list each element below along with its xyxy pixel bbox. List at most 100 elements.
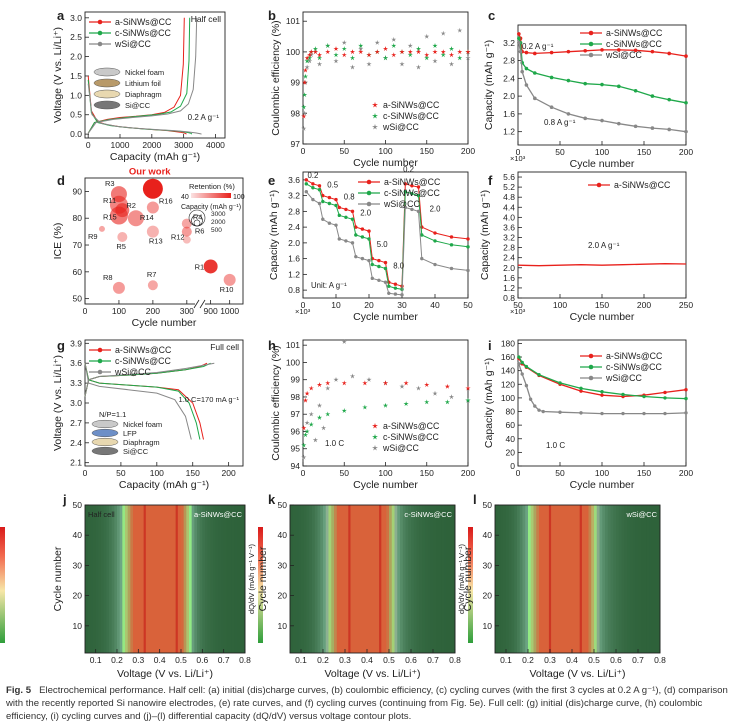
- panel-e-point: [466, 245, 470, 249]
- panel-l-sample: wSi@CC: [625, 510, 657, 519]
- panel-h-point: [304, 420, 310, 426]
- panel-l-map-cell: [651, 505, 655, 653]
- panel-c-xtick-label: 0: [516, 147, 521, 157]
- panel-d-xtick-label: 900: [204, 306, 218, 316]
- panel-j-xtick-label: 0.6: [196, 655, 208, 665]
- panel-i-point: [520, 360, 524, 365]
- panel-j-map-cell: [151, 505, 155, 653]
- panel-k-map-cell: [424, 505, 428, 653]
- panel-b-point: [424, 52, 430, 58]
- panel-h-point: [403, 401, 409, 407]
- panel-j-map-cell: [103, 505, 107, 653]
- panel-l-map-cell: [635, 505, 639, 653]
- panel-l-map-cell: [539, 505, 543, 653]
- panel-i-point: [621, 411, 625, 416]
- panel-j-map-cell: [197, 505, 201, 653]
- panel-c-point: [517, 40, 521, 45]
- panel-j-map-cell: [213, 505, 217, 653]
- panel-j-map-cell: [181, 505, 185, 653]
- panel-c-letter: c: [488, 8, 495, 23]
- panel-l-map-cell: [618, 505, 622, 653]
- panel-f-ytick-label: 4.4: [503, 202, 515, 212]
- panel-d-bubble: [181, 226, 192, 237]
- panel-k-map-cell: [334, 505, 338, 653]
- panel-h-xtick-label: 0: [301, 468, 306, 478]
- panel-l-map-cell: [638, 505, 642, 653]
- panel-k-map-cell: [391, 505, 395, 653]
- panel-e-point: [433, 262, 437, 267]
- panel-b-point: [307, 58, 313, 64]
- panel-e-rate-label: 8.0: [393, 261, 405, 270]
- panel-f-ytick-label: 2.4: [503, 253, 515, 263]
- panel-c-point: [549, 105, 554, 110]
- panel-h-legend-label: a-SiNWs@CC: [383, 421, 440, 431]
- panel-k-xtick-label: 0.7: [427, 655, 439, 665]
- panel-g-stack-disk: [91, 419, 119, 429]
- panel-c-ytick-label: 3.2: [503, 38, 515, 48]
- panel-j-map-cell: [149, 505, 153, 653]
- panel-j-map-cell: [119, 505, 123, 653]
- panel-l-map-cell: [497, 505, 501, 653]
- panel-a-ylabel: Voltage (V vs. Li/Li⁺): [52, 27, 64, 123]
- panel-h-point: [424, 382, 430, 388]
- panel-e-xtick-label: 0: [301, 300, 306, 310]
- panel-h-ytick-label: 95: [291, 444, 301, 454]
- panel-b-point: [374, 40, 380, 45]
- panel-j-map-cell: [226, 505, 230, 653]
- panel-j-map-cell: [106, 505, 110, 653]
- panel-k-map-cell: [402, 505, 406, 653]
- panel-b-xtick-label: 150: [420, 146, 434, 156]
- panel-h-xlabel: Cycle number: [353, 479, 418, 491]
- panel-l-ytick-label: 30: [483, 560, 493, 570]
- panel-a-legend-marker: [97, 19, 103, 25]
- panel-e-point: [327, 201, 332, 206]
- panel-k-map-cell: [301, 505, 305, 653]
- panel-e-point: [327, 195, 332, 200]
- panel-j-ytick-label: 40: [73, 530, 83, 540]
- panel-l-map-cell: [547, 505, 551, 653]
- panel-c-point: [517, 32, 521, 36]
- panel-b-point: [316, 61, 323, 67]
- panel-c-point: [566, 112, 571, 116]
- panel-b-point: [302, 73, 309, 79]
- panel-a-xtick-label: 1000: [111, 140, 130, 150]
- panel-b-point: [382, 55, 389, 61]
- panel-l-map-cell: [605, 505, 609, 653]
- panel-e-point: [321, 199, 325, 204]
- panel-h-point: [362, 404, 368, 410]
- panel-i-point: [579, 386, 583, 391]
- panel-h-point: [366, 377, 372, 382]
- panel-j-map-cell: [117, 505, 121, 653]
- panel-d-ref-label: R1: [195, 262, 205, 271]
- panel-j-map-cell: [231, 505, 235, 653]
- panel-d-ytick-label: 70: [73, 240, 83, 250]
- panel-e-point: [449, 235, 454, 239]
- panel-e-exp: ×10³: [295, 307, 311, 316]
- panel-i-point: [663, 411, 667, 416]
- panel-l-map-cell: [588, 505, 592, 653]
- panel-b-point: [349, 64, 356, 70]
- panel-c-point: [517, 36, 521, 41]
- panel-j-map-cell: [93, 505, 97, 653]
- panel-l-map-cell: [640, 505, 644, 653]
- panel-l-map-cell: [525, 505, 529, 653]
- panel-d-bubble: [98, 225, 105, 232]
- panel-j-ytick-label: 20: [73, 591, 83, 601]
- panel-g-legend-label: c-SiNWs@CC: [115, 356, 171, 366]
- panel-a-xtick-label: 4000: [206, 140, 225, 150]
- panel-b-point: [325, 49, 331, 55]
- panel-c-point: [566, 78, 571, 83]
- panel-b-point: [316, 55, 323, 61]
- panel-h-point: [302, 432, 309, 438]
- panel-l-colorbar: [0, 527, 5, 643]
- panel-e-point: [387, 284, 391, 288]
- panel-k-map-cell: [364, 505, 368, 653]
- panel-e-ytick-label: 2.4: [288, 222, 300, 232]
- panel-d-ylabel: ICE (%): [52, 223, 64, 260]
- panel-d-xtick-label: 200: [146, 306, 160, 316]
- panel-g-legend-label: wSi@CC: [114, 367, 151, 377]
- panel-b-point: [391, 52, 397, 58]
- panel-a-legend-marker: [97, 41, 103, 47]
- panel-e-rate-label: 0.2: [403, 165, 414, 174]
- panel-l-map-cell: [602, 505, 606, 653]
